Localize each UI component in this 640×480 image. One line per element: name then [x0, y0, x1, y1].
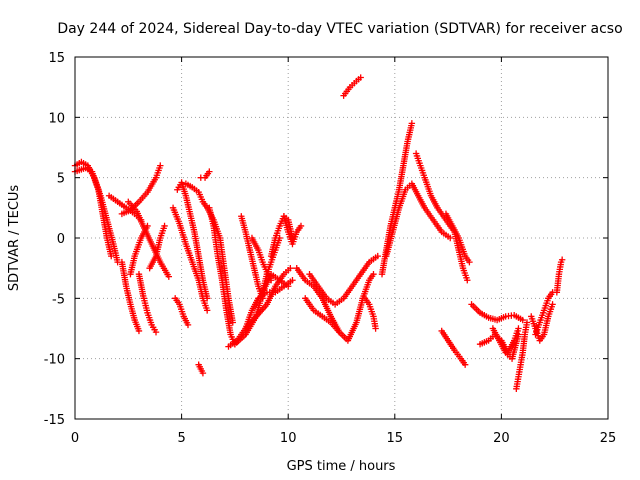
data-point-marker: [229, 319, 236, 326]
data-point-marker: [161, 222, 168, 230]
data-point-marker: [184, 321, 192, 329]
y-tick-label: 5: [57, 172, 65, 187]
y-tick-label: -10: [44, 353, 65, 368]
data-point-marker: [289, 277, 296, 284]
data-markers: [71, 74, 566, 393]
y-tick-label: -15: [44, 413, 65, 428]
data-point-marker: [165, 273, 173, 280]
x-tick-label: 10: [280, 431, 297, 446]
data-point-marker: [464, 277, 471, 284]
grid-lines: [75, 57, 608, 419]
y-axis-ticks: -15 -10 -5 0 5 10 15: [44, 51, 608, 428]
data-point-marker: [408, 120, 416, 127]
data-point-marker: [267, 277, 275, 284]
data-point-marker: [152, 328, 160, 336]
data-point-marker: [515, 331, 522, 338]
y-tick-label: 15: [48, 51, 65, 66]
y-tick-label: 0: [57, 232, 65, 247]
data-point-marker: [135, 327, 143, 335]
x-tick-label: 0: [71, 431, 79, 446]
data-point-marker: [372, 325, 379, 332]
data-point-marker: [558, 256, 566, 263]
data-point-marker: [199, 369, 207, 377]
data-point-marker: [370, 271, 377, 278]
y-axis-label: SDTVAR / TECUs: [7, 185, 22, 292]
data-point-marker: [144, 222, 151, 230]
x-tick-label: 20: [493, 431, 510, 446]
y-tick-label: -5: [52, 292, 65, 307]
data-point-marker: [357, 74, 364, 81]
data-point-marker: [374, 252, 381, 260]
x-axis-ticks: 0 5 10 15 20 25: [71, 57, 616, 446]
chart-title: Day 244 of 2024, Sidereal Day-to-day VTE…: [57, 21, 622, 37]
data-point-marker: [285, 283, 292, 290]
data-point-marker: [336, 328, 343, 336]
data-point-marker: [259, 295, 266, 302]
data-point-marker: [519, 316, 526, 324]
data-point-marker: [515, 325, 522, 332]
data-point-marker: [297, 222, 305, 230]
x-tick-label: 25: [600, 431, 617, 446]
data-point-marker: [549, 301, 556, 308]
data-point-marker: [447, 234, 454, 242]
y-tick-label: 10: [48, 111, 65, 126]
data-point-marker: [206, 168, 213, 175]
data-point-marker: [157, 162, 164, 169]
data-point-marker: [523, 319, 531, 326]
x-axis-label: GPS time / hours: [287, 459, 396, 474]
x-tick-label: 15: [387, 431, 404, 446]
data-point-marker: [466, 258, 473, 266]
data-point-marker: [203, 307, 211, 314]
data-point-marker: [461, 361, 469, 368]
data-point-marker: [108, 252, 115, 260]
x-tick-label: 5: [177, 431, 185, 446]
data-point-marker: [287, 264, 294, 272]
